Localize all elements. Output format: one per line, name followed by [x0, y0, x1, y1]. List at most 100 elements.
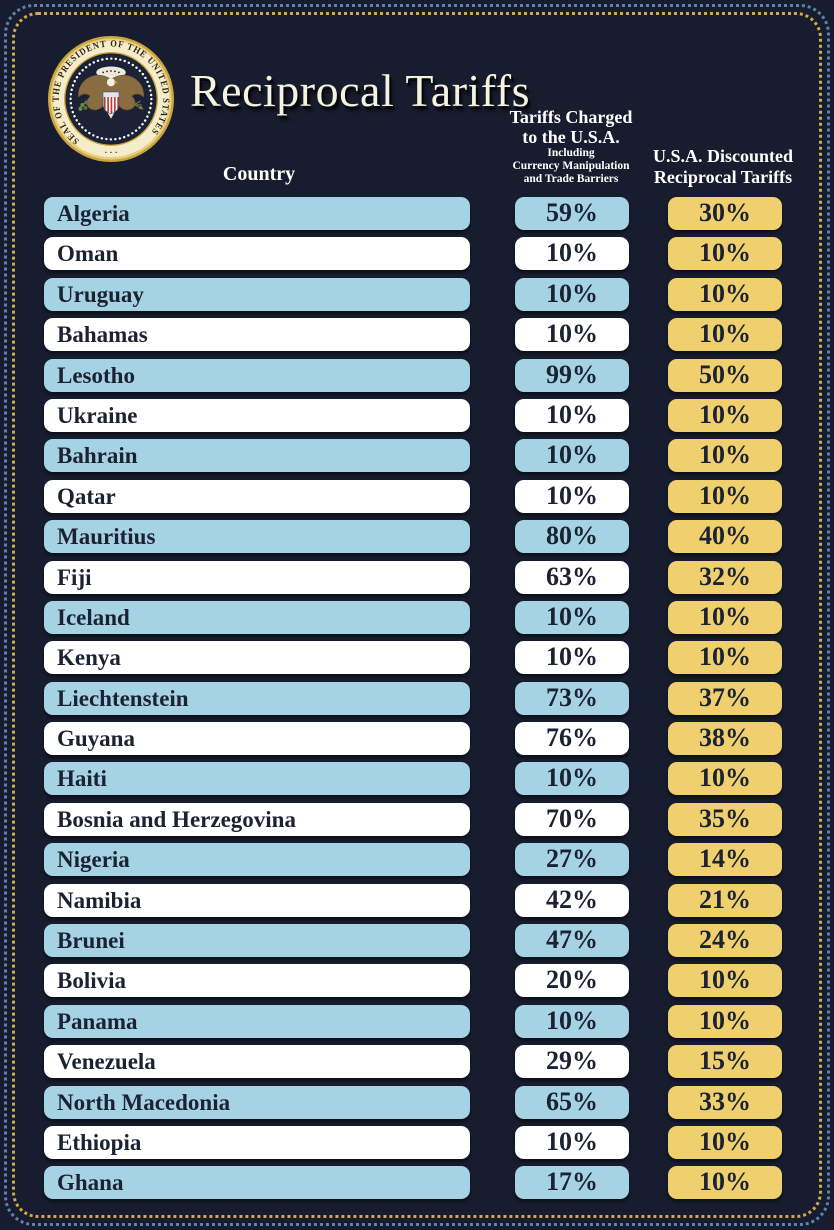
table-row: Ghana 17% 10% [44, 1166, 782, 1200]
table-row: Venezuela 29% 15% [44, 1045, 782, 1079]
table-row: Qatar 10% 10% [44, 479, 782, 513]
table-row: Nigeria 27% 14% [44, 843, 782, 877]
country-cell: Bahrain [44, 439, 470, 473]
charged-cell: 70% [515, 802, 629, 836]
charged-cell: 59% [515, 197, 629, 230]
seal-bottom-dots: · · · [104, 147, 117, 157]
discounted-cell: 10% [668, 398, 782, 432]
table-row: Lesotho 99% 50% [44, 358, 782, 392]
table-row: Ethiopia 10% 10% [44, 1125, 782, 1159]
discounted-header-line1: U.S.A. Discounted [652, 146, 794, 166]
table-row: Haiti 10% 10% [44, 762, 782, 796]
charged-cell: 47% [515, 924, 629, 958]
country-cell: Panama [44, 1004, 470, 1038]
table-row: Iceland 10% 10% [44, 600, 782, 634]
charged-cell: 10% [515, 237, 629, 271]
table-row: Fiji 63% 32% [44, 560, 782, 594]
charged-cell: 76% [515, 722, 629, 756]
discounted-cell: 30% [668, 197, 782, 230]
country-cell: Nigeria [44, 843, 470, 877]
country-cell: Guyana [44, 722, 470, 756]
table-row: Mauritius 80% 40% [44, 520, 782, 554]
discounted-cell: 14% [668, 843, 782, 877]
discounted-column-header: U.S.A. Discounted Reciprocal Tariffs [618, 146, 828, 188]
discounted-cell: 33% [668, 1085, 782, 1119]
table-row: Brunei 47% 24% [44, 924, 782, 958]
country-cell: Haiti [44, 762, 470, 796]
charged-cell: 73% [515, 681, 629, 715]
charged-cell: 10% [515, 479, 629, 513]
charged-cell: 63% [515, 560, 629, 594]
country-cell: Venezuela [44, 1045, 470, 1079]
country-cell: Mauritius [44, 520, 470, 554]
charged-cell: 17% [515, 1166, 629, 1200]
charged-cell: 65% [515, 1085, 629, 1119]
table-row: Ukraine 10% 10% [44, 398, 782, 432]
table-row: Uruguay 10% 10% [44, 277, 782, 311]
charged-cell: 10% [515, 600, 629, 634]
charged-cell: 10% [515, 641, 629, 675]
country-column-header: Country [222, 163, 296, 185]
discounted-cell: 10% [668, 964, 782, 998]
charged-cell: 99% [515, 358, 629, 392]
tariff-table: Algeria 59% 30% Oman 10% 10% Uruguay 10%… [44, 197, 782, 1200]
discounted-cell: 50% [668, 358, 782, 392]
presidential-seal-icon: SEAL OF THE PRESIDENT OF THE UNITED STAT… [47, 35, 175, 163]
charged-column-header: Tariffs Charged to the U.S.A. Including … [466, 107, 676, 186]
discounted-cell: 35% [668, 802, 782, 836]
table-row: Bosnia and Herzegovina 70% 35% [44, 802, 782, 836]
country-cell: Kenya [44, 641, 470, 675]
country-cell: Brunei [44, 924, 470, 958]
table-row: Bahrain 10% 10% [44, 439, 782, 473]
charged-cell: 29% [515, 1045, 629, 1079]
table-row: Kenya 10% 10% [44, 641, 782, 675]
discounted-cell: 10% [668, 237, 782, 271]
charged-cell: 27% [515, 843, 629, 877]
discounted-cell: 24% [668, 924, 782, 958]
table-row: Namibia 42% 21% [44, 883, 782, 917]
discounted-cell: 10% [668, 1166, 782, 1200]
table-row: Oman 10% 10% [44, 237, 782, 271]
country-cell: Ukraine [44, 398, 470, 432]
discounted-cell: 38% [668, 722, 782, 756]
charged-cell: 10% [515, 318, 629, 352]
table-row: Liechtenstein 73% 37% [44, 681, 782, 715]
country-cell: North Macedonia [44, 1085, 470, 1119]
charged-header-line1: Tariffs Charged [509, 107, 633, 127]
discounted-cell: 10% [668, 641, 782, 675]
country-cell: Iceland [44, 600, 470, 634]
charged-cell: 10% [515, 762, 629, 796]
country-cell: Bosnia and Herzegovina [44, 802, 470, 836]
discounted-cell: 40% [668, 520, 782, 554]
discounted-cell: 10% [668, 479, 782, 513]
charged-header-line2: to the U.S.A. [522, 127, 620, 147]
charged-header-sub3: and Trade Barriers [523, 173, 619, 185]
table-row: Guyana 76% 38% [44, 722, 782, 756]
table-row: Bolivia 20% 10% [44, 964, 782, 998]
charged-header-sub2: Currency Manipulation [512, 160, 630, 172]
discounted-cell: 10% [668, 600, 782, 634]
country-cell: Uruguay [44, 277, 470, 311]
discounted-cell: 15% [668, 1045, 782, 1079]
discounted-cell: 37% [668, 681, 782, 715]
charged-cell: 10% [515, 439, 629, 473]
country-cell: Bahamas [44, 318, 470, 352]
page-title: Reciprocal Tariffs [190, 65, 531, 116]
seal-eagle [78, 66, 144, 119]
table-row: North Macedonia 65% 33% [44, 1085, 782, 1119]
country-cell: Namibia [44, 883, 470, 917]
discounted-cell: 21% [668, 883, 782, 917]
country-cell: Algeria [44, 197, 470, 230]
discounted-cell: 10% [668, 1004, 782, 1038]
discounted-cell: 32% [668, 560, 782, 594]
country-cell: Oman [44, 237, 470, 271]
charged-cell: 10% [515, 398, 629, 432]
table-row: Panama 10% 10% [44, 1004, 782, 1038]
charged-cell: 80% [515, 520, 629, 554]
discounted-cell: 10% [668, 762, 782, 796]
country-cell: Ethiopia [44, 1125, 470, 1159]
country-cell: Qatar [44, 479, 470, 513]
country-cell: Bolivia [44, 964, 470, 998]
discounted-header-line2: Reciprocal Tariffs [653, 167, 793, 187]
